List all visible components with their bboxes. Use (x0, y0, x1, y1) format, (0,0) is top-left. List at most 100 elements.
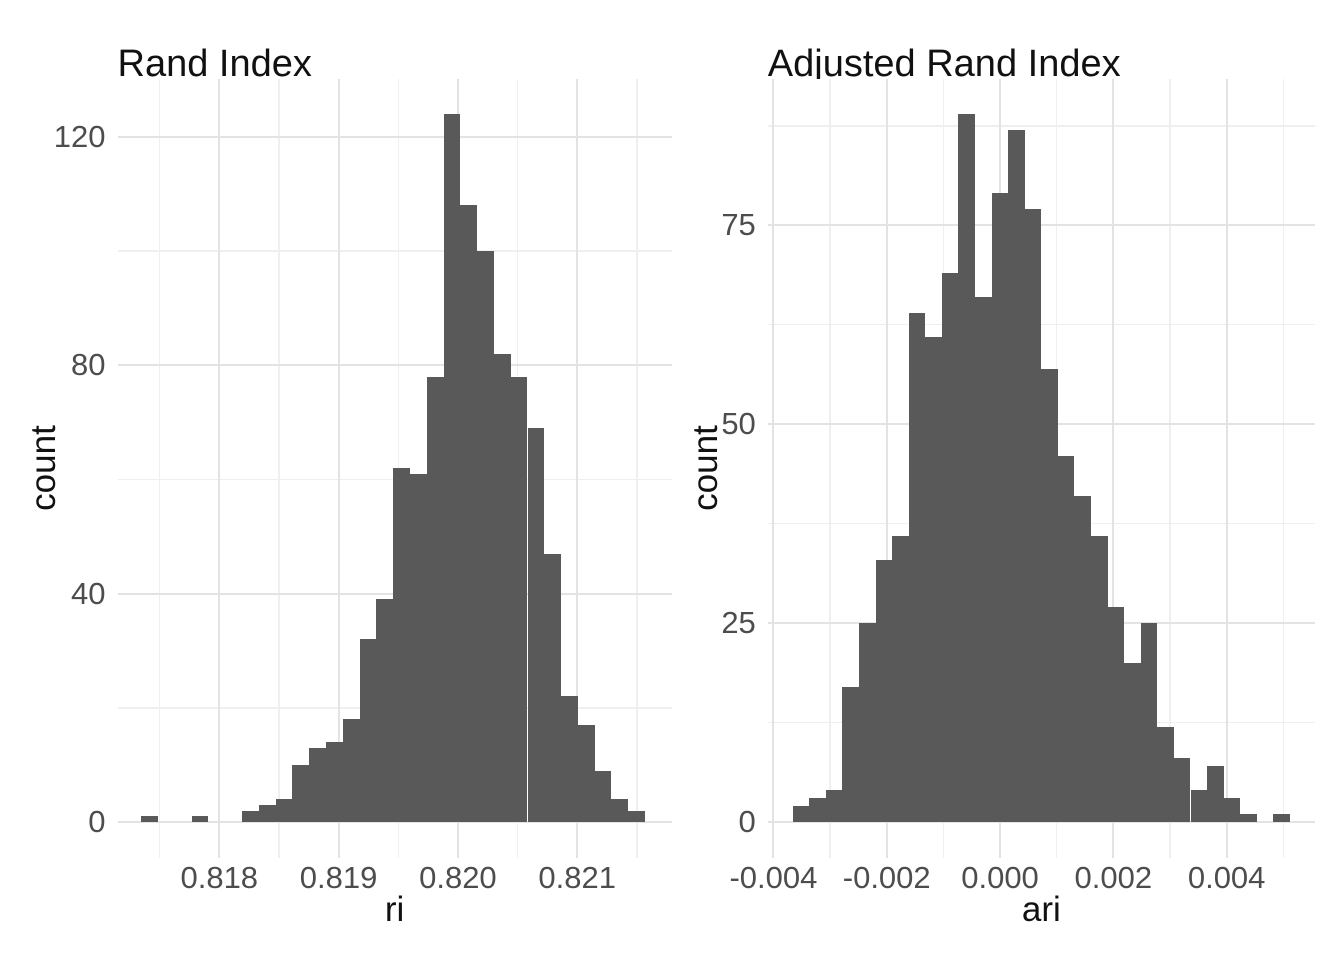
x-major-gridline (772, 78, 775, 858)
histogram-bar (1190, 790, 1208, 823)
histogram-bar (141, 816, 158, 823)
histogram-bar (577, 725, 595, 823)
y-axis-tick-label: 40 (71, 575, 106, 611)
x-minor-gridline (1169, 78, 1171, 858)
left-x-axis-title: ri (384, 890, 405, 929)
histogram-bar (1107, 607, 1125, 823)
x-minor-gridline (636, 78, 638, 858)
histogram-bar (443, 113, 461, 823)
x-major-gridline (337, 78, 340, 858)
x-major-gridline (1225, 78, 1228, 858)
histogram-bar (858, 623, 876, 823)
histogram-bar (809, 798, 826, 823)
x-axis-tick-label: 0.000 (961, 860, 1039, 895)
histogram-bar (1124, 662, 1141, 823)
histogram-bar (892, 535, 909, 823)
histogram-bar (1173, 758, 1191, 823)
y-axis-tick-label: 0 (88, 804, 106, 840)
histogram-bar (493, 353, 511, 823)
histogram-bar (925, 336, 942, 823)
histogram-bar (309, 747, 326, 823)
y-major-gridline (117, 135, 672, 138)
histogram-bar (1091, 535, 1108, 823)
histogram-bar (409, 473, 427, 823)
x-minor-gridline (278, 78, 280, 858)
histogram-bar (991, 193, 1009, 823)
x-axis-tick-label: 0.821 (538, 860, 616, 895)
y-axis-tick-label: 75 (721, 207, 756, 243)
histogram-bar (1140, 623, 1158, 823)
x-minor-gridline (1282, 78, 1284, 858)
left-histogram-plot-area (117, 78, 672, 858)
histogram-bar (842, 686, 859, 823)
histogram-bar (241, 810, 259, 823)
x-minor-gridline (158, 78, 161, 858)
histogram-bar (1008, 129, 1025, 823)
right-x-axis-title: ari (1021, 890, 1061, 929)
histogram-bar (393, 468, 410, 823)
histogram-bar (941, 273, 959, 823)
histogram-bar (1207, 766, 1224, 823)
y-axis-tick-label: 80 (71, 347, 106, 383)
y-axis-tick-label: 25 (721, 605, 756, 641)
y-axis-tick-label: 120 (53, 118, 106, 154)
x-major-gridline (218, 78, 221, 858)
histogram-bar (544, 553, 562, 823)
y-axis-tick-label: 0 (738, 804, 756, 840)
histogram-bar (342, 719, 360, 823)
y-major-gridline (767, 224, 1315, 227)
histogram-bar (594, 770, 612, 823)
histogram-bar (561, 696, 578, 823)
y-minor-gridline (117, 250, 672, 252)
right-histogram-plot-area (767, 78, 1315, 858)
histogram-bar (628, 810, 646, 823)
x-major-gridline (1112, 78, 1115, 858)
histogram-bar (1223, 798, 1241, 823)
x-major-gridline (885, 78, 888, 858)
histogram-bar (1041, 368, 1058, 823)
histogram-bar (426, 376, 444, 823)
x-major-gridline (576, 78, 579, 858)
histogram-bar (792, 806, 810, 823)
histogram-bar (477, 250, 494, 823)
x-minor-gridline (829, 78, 831, 858)
right-panel-title: Adjusted Rand Index (767, 42, 1121, 85)
left-panel-title: Rand Index (117, 42, 312, 85)
y-major-gridline (767, 821, 1315, 824)
histogram-bar (359, 639, 377, 823)
histogram-bar (191, 816, 209, 823)
x-axis-tick-label: 0.818 (180, 860, 259, 895)
x-axis-tick-label: -0.004 (729, 860, 818, 895)
x-axis-tick-label: 0.002 (1074, 860, 1153, 895)
y-major-gridline (117, 364, 672, 367)
histogram-bar (376, 599, 394, 823)
histogram-bar (1240, 814, 1257, 823)
histogram-bar (460, 205, 478, 823)
histogram-bar (1157, 726, 1174, 823)
histogram-bar (875, 559, 893, 823)
histogram-bar (292, 764, 310, 823)
y-minor-gridline (767, 324, 1315, 326)
left-y-axis-title: count (24, 425, 63, 511)
x-axis-tick-label: -0.002 (842, 860, 931, 895)
x-axis-tick-label: 0.820 (419, 860, 497, 895)
histogram-bar (1074, 495, 1092, 823)
histogram-bar (510, 376, 528, 823)
histogram-bar (975, 296, 992, 823)
histogram-bar (258, 804, 276, 823)
histogram-bar (325, 742, 343, 823)
histogram-bar (611, 799, 629, 823)
x-axis-tick-label: 0.004 (1187, 860, 1266, 895)
y-axis-tick-label: 50 (721, 406, 756, 442)
histogram-bar (958, 113, 975, 823)
x-axis-tick-label: 0.819 (299, 860, 378, 895)
histogram-bar (1273, 814, 1290, 823)
histogram-bar (527, 428, 545, 823)
histogram-bar (1057, 456, 1075, 823)
histogram-bar (1024, 209, 1042, 823)
histogram-bar (908, 312, 926, 823)
histogram-bar (275, 799, 293, 823)
y-major-gridline (117, 821, 672, 824)
histogram-bar (825, 790, 843, 823)
